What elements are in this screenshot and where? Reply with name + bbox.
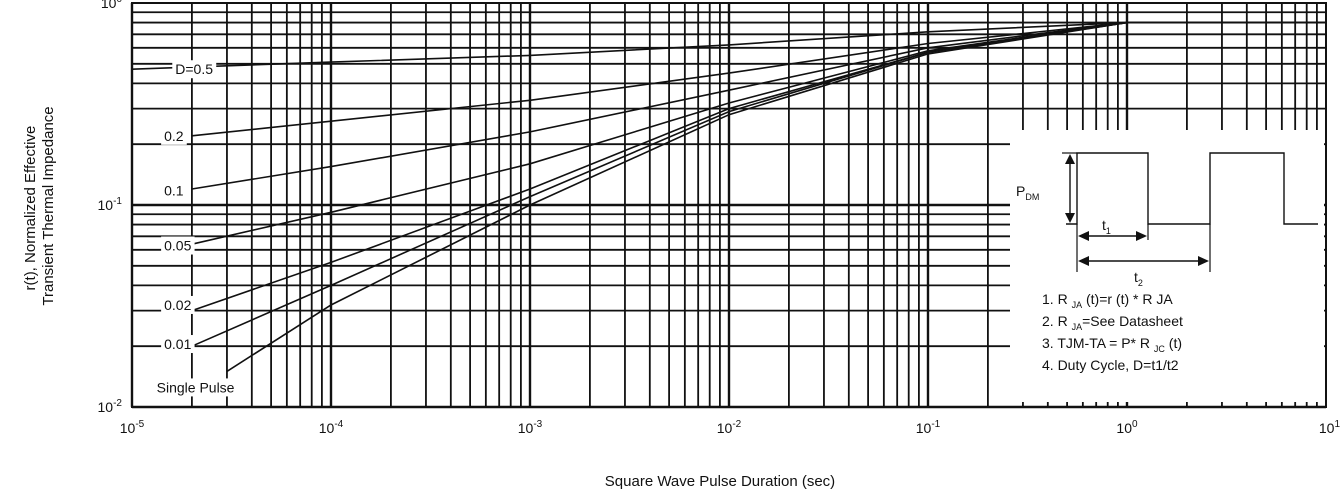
curve-label: 0.05 (164, 238, 191, 254)
t2-arrowhead-right (1198, 256, 1209, 266)
pulse-waveform (1066, 152, 1318, 225)
curve-0-2 (191, 21, 1326, 137)
y-axis-title-line-1: r(t), Normalized Effective (22, 126, 39, 291)
t2-label: t2 (1134, 269, 1143, 288)
curve-label-background (161, 126, 187, 145)
curves (131, 21, 1326, 373)
pdm-arrowhead-up (1065, 154, 1075, 164)
inset-notes: 1. R JA (t)=r (t) * R JA 2. R JA=See Data… (1042, 291, 1183, 373)
curve-label-background (153, 378, 238, 397)
x-tick-label: 10-1 (916, 419, 941, 436)
x-tick-label: 10-5 (120, 419, 145, 436)
inset-note: 4. Duty Cycle, D=t1/t2 (1042, 357, 1179, 373)
inset-background (1010, 130, 1324, 402)
y-tick-label: 10-2 (98, 398, 123, 415)
curve-labels: D=0.5 0.2 0.1 0.05 0.02 0.01 Single Pulse (153, 60, 238, 397)
y-tick-label: 10-1 (98, 196, 123, 213)
x-axis-title: Square Wave Pulse Duration (sec) (605, 473, 835, 490)
t2-arrowhead-left (1078, 256, 1089, 266)
curve-label-background (161, 236, 195, 255)
curve-label: Single Pulse (157, 379, 235, 395)
curve-label: 0.01 (164, 336, 191, 352)
x-tick-label: 10-3 (518, 419, 543, 436)
t1-label: t1 (1102, 217, 1111, 236)
pdm-label: PDM (1016, 183, 1039, 202)
curve-label-background (161, 295, 195, 314)
y-tick-label: 100 (101, 0, 123, 11)
curve-label: 0.2 (164, 128, 184, 144)
t1-arrowhead-right (1136, 231, 1147, 241)
curve-label: D=0.5 (175, 61, 213, 77)
curve-label-background (161, 181, 187, 200)
x-tick-label: 101 (1319, 419, 1341, 436)
x-tick-label: 10-4 (319, 419, 344, 436)
inset-note: 2. R JA=See Datasheet (1042, 313, 1183, 332)
curve-single-pulse (226, 21, 1326, 373)
curve-label: 0.1 (164, 182, 184, 198)
x-tick-label: 10-2 (717, 419, 742, 436)
pdm-arrowhead-down (1065, 213, 1075, 223)
curve-label: 0.02 (164, 297, 191, 313)
plot-frame (131, 2, 1327, 408)
tick-labels: 10-5 10-4 10-3 10-2 10-1 100 101 100 10-1 10-2 (98, 0, 1341, 436)
inset-note: 1. R JA (t)=r (t) * R JA (1042, 291, 1173, 310)
inset-panel: PDM t1 t2 1. R JA (t)=r (t) * R JA 2. R J… (1010, 130, 1324, 402)
y-axis-title: r(t), Normalized Effective Transient The… (22, 106, 57, 305)
y-axis-title-line-2: Transient Thermal Impedance (40, 106, 57, 305)
curve-label-background (172, 60, 217, 79)
x-tick-label: 100 (1116, 419, 1138, 436)
curve-label-background (161, 335, 195, 354)
t1-arrowhead-left (1078, 231, 1089, 241)
inset-note: 3. TJM-TA = P* R JC (t) (1042, 335, 1182, 354)
